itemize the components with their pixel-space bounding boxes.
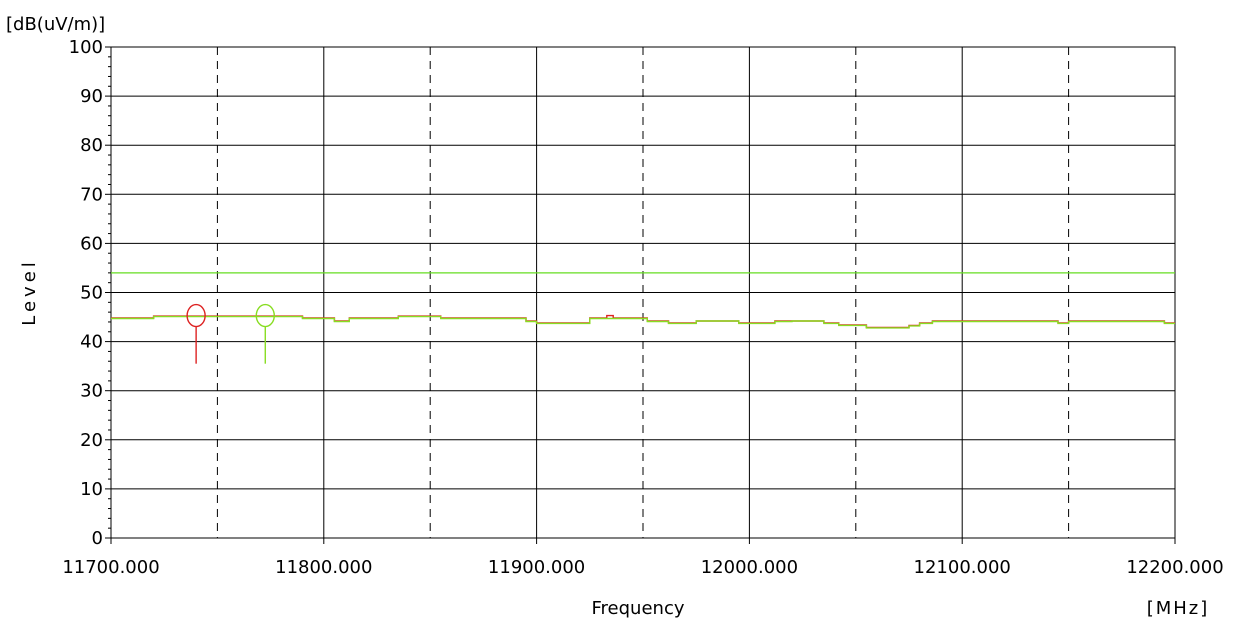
y-tick-label: 50 [80,283,103,304]
x-tick-label: 12100.000 [914,557,1011,578]
y-tick-label: 80 [80,135,103,156]
x-axis-title: Frequency [592,598,685,619]
y-tick-label: 20 [80,430,103,451]
y-tick-label: 0 [92,528,103,549]
series-line [111,315,1175,329]
x-unit-label: [MHz] [1147,598,1210,619]
y-unit-label: [dB(uV/m)] [6,14,105,35]
y-tick-label: 10 [80,479,103,500]
x-tick-label: 12200.000 [1126,557,1223,578]
grid [111,47,1175,538]
x-tick-label: 11900.000 [488,557,585,578]
y-tick-label: 100 [69,37,103,58]
y-tick-label: 60 [80,233,103,254]
y-axis-title: Level [19,258,40,326]
y-tick-label: 40 [80,332,103,353]
ticks: 0 10 20 30 40 50 60 70 80 90 100 11700.000 11800.000… [62,37,1223,578]
series-layer [111,272,1175,364]
x-tick-label: 11800.000 [275,557,372,578]
x-tick-label: 11700.000 [62,557,159,578]
y-tick-label: 70 [80,184,103,205]
y-tick-label: 90 [80,86,103,107]
x-tick-label: 12000.000 [701,557,798,578]
y-tick-label: 30 [80,381,103,402]
